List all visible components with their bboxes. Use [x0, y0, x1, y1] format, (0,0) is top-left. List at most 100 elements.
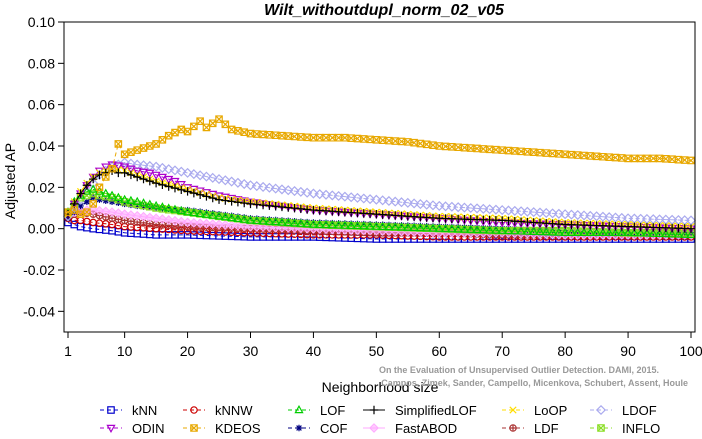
data-point [108, 164, 116, 173]
data-point [232, 177, 243, 188]
data-point [176, 181, 186, 190]
data-point [64, 208, 72, 216]
data-point [220, 175, 231, 186]
data-point [486, 225, 493, 232]
data-point [195, 170, 206, 181]
watermark-text-2: Campos, Zimek, Sander, Campello, Micenko… [381, 378, 688, 388]
data-point [89, 200, 97, 208]
data-point [384, 221, 394, 231]
data-point [140, 203, 147, 210]
data-point [585, 227, 595, 236]
data-point [96, 196, 103, 203]
data-point [308, 219, 319, 228]
data-point [184, 206, 191, 214]
data-point [415, 199, 426, 210]
data-point [145, 169, 155, 178]
legend-item-LDF: LDF [502, 421, 559, 436]
legend-label: kNNW [215, 403, 253, 418]
data-point [226, 220, 237, 231]
legend-item-FastABOD: FastABOD [363, 421, 457, 436]
data-point [189, 207, 199, 217]
data-point [163, 215, 174, 225]
data-point [121, 200, 128, 208]
data-point [226, 194, 237, 204]
data-point [251, 181, 262, 192]
data-point [442, 223, 449, 231]
data-point [188, 217, 199, 228]
data-point [233, 213, 243, 222]
data-point [120, 150, 129, 159]
data-point [239, 221, 250, 232]
data-point [327, 190, 338, 201]
data-point [610, 212, 621, 223]
data-point [529, 226, 539, 235]
data-point [245, 180, 256, 191]
legend-item-INFLO: INFLO [590, 421, 660, 436]
data-point [541, 227, 551, 236]
data-point [497, 225, 507, 234]
data-point [170, 183, 180, 193]
x-tick-label: 10 [117, 343, 133, 359]
data-point [107, 207, 117, 218]
x-tick-label: 40 [306, 343, 322, 359]
data-point [164, 203, 174, 212]
data-point [283, 217, 293, 227]
data-point [597, 211, 608, 222]
data-point [207, 172, 218, 183]
data-point [499, 225, 506, 232]
data-point [170, 204, 180, 213]
data-point [354, 220, 361, 228]
data-point [203, 209, 210, 216]
x-tick-label: 80 [557, 343, 573, 359]
data-point [88, 184, 98, 193]
x-tick-label: 30 [243, 343, 259, 359]
data-point [126, 195, 136, 204]
data-point [145, 199, 155, 208]
data-point [661, 229, 671, 238]
data-point [517, 226, 525, 233]
data-point [190, 207, 198, 215]
data-point [277, 217, 287, 226]
data-point [258, 200, 268, 210]
legend-label: INFLO [622, 421, 660, 434]
data-point [151, 213, 162, 224]
data-point [359, 221, 369, 230]
data-point [680, 229, 690, 238]
x-tick-label: 50 [369, 343, 385, 359]
data-point [127, 148, 135, 156]
data-point [170, 215, 180, 226]
data-point [259, 215, 267, 223]
data-point [202, 123, 211, 132]
legend: kNN kNNW LOF SimplifiedLOF LoOP LDOF ODIN KDEOS… [100, 403, 660, 436]
data-point [316, 219, 323, 226]
data-point [188, 169, 199, 180]
data-point [220, 212, 230, 221]
data-point [528, 207, 539, 218]
data-point [560, 209, 571, 220]
legend-item-KDEOS: KDEOS [183, 421, 261, 436]
data-point [623, 227, 633, 236]
data-point [302, 205, 312, 214]
data-point [310, 219, 317, 226]
data-point [459, 202, 470, 213]
data-point [253, 215, 260, 222]
y-tick-label: -0.02 [23, 262, 55, 278]
data-point [429, 223, 437, 230]
data-point [673, 229, 684, 238]
data-point [264, 182, 275, 193]
data-point [346, 192, 357, 203]
data-point [560, 227, 570, 236]
data-point [547, 208, 558, 219]
legend-item-SimplifiedLOF: SimplifiedLOF [363, 403, 477, 418]
data-point [234, 213, 242, 220]
data-point [113, 208, 124, 219]
y-tick-label: 0.00 [28, 221, 55, 237]
data-point [289, 186, 300, 197]
legend-marker [369, 405, 379, 415]
legend-item-ODIN: ODIN [100, 421, 165, 436]
data-point [120, 163, 130, 172]
data-point [226, 212, 237, 222]
data-point [417, 222, 424, 230]
data-point [134, 202, 141, 210]
